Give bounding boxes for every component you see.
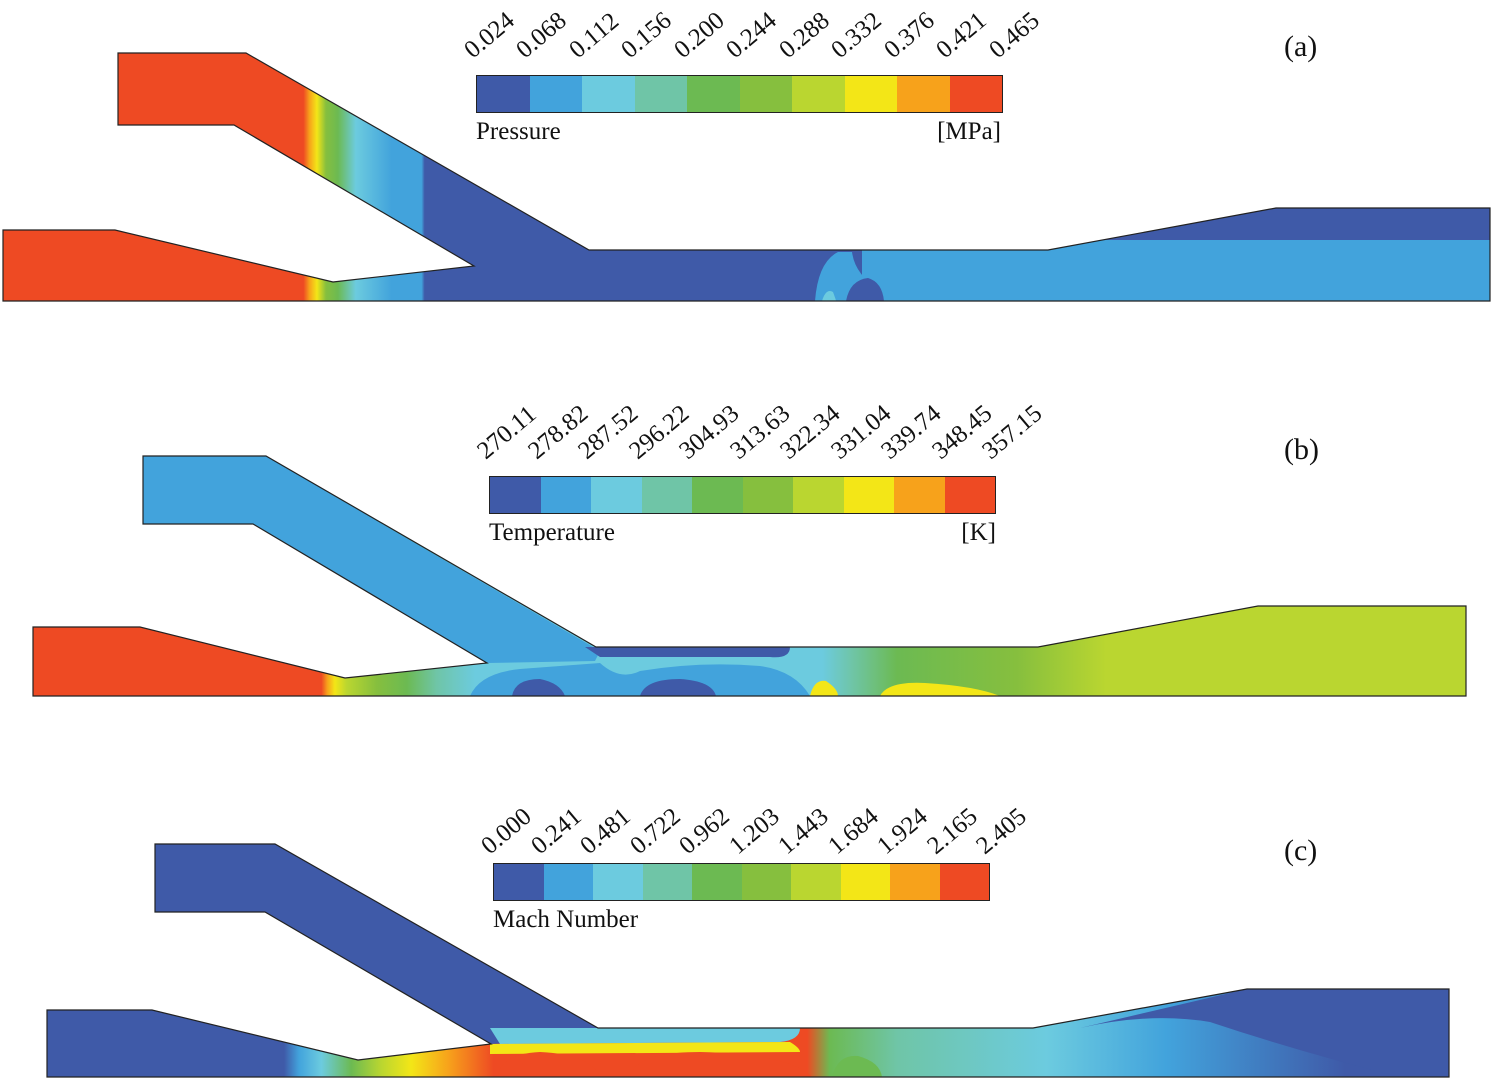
- color-swatch: [939, 864, 989, 900]
- color-swatch: [529, 76, 582, 112]
- mach-contour-field: [46, 843, 1450, 1078]
- color-swatch: [897, 76, 950, 112]
- color-swatch: [844, 76, 897, 112]
- temperature-contour-field: [32, 455, 1467, 697]
- color-swatch: [741, 864, 791, 900]
- color-swatch: [949, 76, 1002, 112]
- color-swatch: [540, 477, 591, 513]
- color-swatch: [791, 864, 841, 900]
- color-swatch: [591, 477, 642, 513]
- color-swatch: [840, 864, 890, 900]
- panel-label-c: (c): [1284, 834, 1318, 867]
- temperature-legend-unit: [K]: [961, 519, 996, 546]
- color-swatch: [477, 76, 530, 112]
- color-swatch: [894, 477, 945, 513]
- color-swatch: [582, 76, 635, 112]
- temperature-legend-title: Temperature: [489, 519, 615, 546]
- panel-mach-number: 0.000 0.241 0.481 0.722 0.962 1.203 1.44…: [0, 722, 1495, 1083]
- panel-temperature: 270.11 278.82 287.52 296.22 304.93 313.6…: [0, 361, 1495, 722]
- color-swatch: [634, 76, 687, 112]
- temperature-color-swatches: [489, 476, 996, 514]
- panel-label-a: (a): [1284, 30, 1318, 63]
- mach-legend-title: Mach Number: [493, 906, 639, 933]
- color-swatch: [543, 864, 593, 900]
- panel-pressure: 0.024 0.068 0.112 0.156 0.200 0.244 0.28…: [0, 0, 1495, 361]
- pressure-color-swatches: [476, 75, 1003, 113]
- color-swatch: [742, 477, 793, 513]
- color-swatch: [843, 477, 894, 513]
- mach-color-swatches: [493, 863, 990, 901]
- color-swatch: [793, 477, 844, 513]
- color-swatch: [687, 76, 740, 112]
- color-swatch: [890, 864, 940, 900]
- color-swatch: [593, 864, 643, 900]
- color-swatch: [944, 477, 995, 513]
- pressure-legend-unit: [MPa]: [937, 118, 1001, 145]
- color-swatch: [641, 477, 692, 513]
- color-swatch: [692, 864, 742, 900]
- color-swatch: [692, 477, 743, 513]
- color-swatch: [642, 864, 692, 900]
- color-swatch: [494, 864, 544, 900]
- color-swatch: [490, 477, 541, 513]
- color-swatch: [792, 76, 845, 112]
- pressure-legend-title: Pressure: [476, 118, 561, 145]
- panel-label-b: (b): [1284, 433, 1319, 466]
- color-swatch: [739, 76, 792, 112]
